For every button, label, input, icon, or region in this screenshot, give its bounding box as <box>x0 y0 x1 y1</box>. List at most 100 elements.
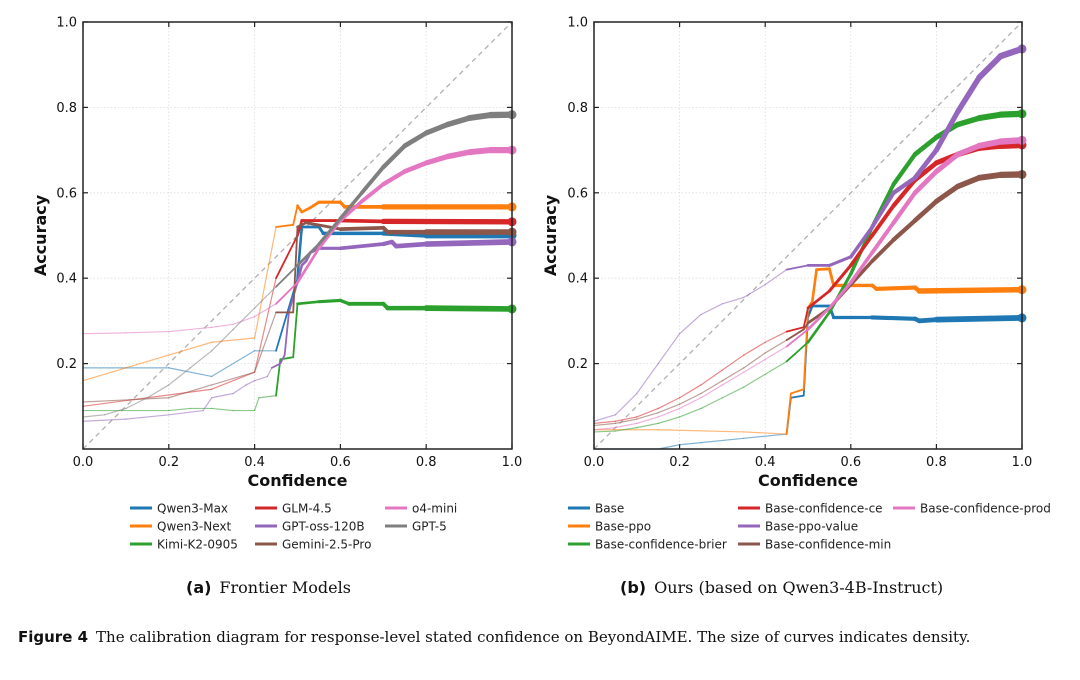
series-segment <box>402 130 429 149</box>
series-segment <box>933 183 961 204</box>
series-segment <box>125 397 148 410</box>
series-segment <box>296 219 304 237</box>
series-segment <box>82 354 170 382</box>
legend-label: GPT-oss-120B <box>282 520 365 534</box>
series-segment <box>266 367 273 378</box>
legend-label: Base-confidence-min <box>765 538 891 552</box>
series-segment <box>211 371 256 386</box>
series-segment <box>593 422 617 427</box>
series-segment <box>168 409 204 416</box>
series-segment <box>806 304 814 318</box>
series-segment <box>593 414 617 422</box>
subplot-title-a: Frontier Models <box>219 578 351 597</box>
series-segment <box>202 397 213 412</box>
series-segment <box>82 414 106 418</box>
series-segment <box>338 191 364 221</box>
series-segment <box>802 307 809 329</box>
y-tick-label: 0.6 <box>567 186 588 201</box>
x-tick-label: 0.6 <box>840 455 861 470</box>
series-segment <box>125 330 170 334</box>
series-segment <box>636 407 659 418</box>
y-axis-label: Accuracy <box>31 194 50 276</box>
series-segment <box>82 332 127 335</box>
y-tick-label: 0.4 <box>567 272 588 287</box>
series-segment <box>891 152 918 187</box>
series-segment <box>743 431 788 435</box>
series-segment <box>211 371 256 390</box>
series-kimi-k2-0905 <box>82 298 517 412</box>
series-segment <box>700 380 724 395</box>
x-tick-label: 0.0 <box>584 455 605 470</box>
series-segment <box>657 397 681 410</box>
series-segment <box>168 384 213 399</box>
series-segment <box>976 171 1004 181</box>
series-segment <box>976 138 1004 149</box>
series-segment <box>743 284 766 299</box>
series-segment <box>292 204 299 226</box>
series-segment <box>912 134 939 157</box>
series-segment <box>275 223 295 228</box>
series-segment <box>254 277 277 373</box>
series-segment <box>614 418 638 424</box>
series-segment <box>125 414 170 420</box>
series-segment <box>317 298 342 304</box>
series-segment <box>275 264 299 288</box>
series-segment <box>700 437 745 444</box>
series-segment <box>279 354 286 365</box>
x-tick-label: 0.8 <box>926 455 947 470</box>
series-segment <box>393 241 429 249</box>
series-segment <box>933 151 961 174</box>
series-segment <box>721 367 745 382</box>
series-segment <box>700 303 724 316</box>
series-segment <box>211 337 256 343</box>
legend-label: GLM-4.5 <box>282 502 332 516</box>
series-segment <box>296 246 321 284</box>
series-segment <box>678 392 702 405</box>
y-tick-label: 0.2 <box>567 357 588 372</box>
series-segment <box>292 226 299 314</box>
series-segment <box>292 302 299 359</box>
series-segment <box>359 182 386 204</box>
series-segment <box>423 305 515 312</box>
series-segment <box>976 111 1004 122</box>
series-segment <box>874 285 918 291</box>
series-segment <box>764 330 788 343</box>
axes-frame <box>593 21 1023 450</box>
series-segment <box>614 392 638 416</box>
series-segment <box>743 341 766 356</box>
legend-label: o4-mini <box>412 502 457 516</box>
series-segment <box>381 143 407 170</box>
series-segment <box>700 397 724 410</box>
series-segment <box>423 121 451 136</box>
series-segment <box>211 323 234 328</box>
legend-item: Base-ppo <box>568 520 651 534</box>
series-segment <box>636 422 659 429</box>
series-segment <box>657 407 681 418</box>
series-segment <box>296 242 321 267</box>
series-segment <box>789 394 805 399</box>
subplot-label-b: (b) Ours (based on Qwen3-4B-Instruct) <box>620 578 943 597</box>
legend-label: Base-confidence-prod <box>920 502 1051 516</box>
series-segment <box>678 407 702 418</box>
series-segment <box>849 259 874 287</box>
series-segment <box>764 345 788 360</box>
figure-caption: Figure 4 The calibration diagram for resp… <box>18 626 1068 648</box>
series-segment <box>614 427 638 432</box>
series-segment <box>912 160 939 183</box>
x-tick-label: 0.2 <box>669 455 690 470</box>
series-segment <box>444 115 472 128</box>
series-base-confidence-min <box>593 169 1027 427</box>
legend-label: Base-confidence-ce <box>765 502 883 516</box>
series-segment <box>810 268 818 303</box>
series-segment <box>359 165 386 195</box>
series-segment <box>593 430 617 433</box>
series-segment <box>743 433 788 439</box>
series-segment <box>955 143 982 158</box>
legend-item: Base-confidence-prod <box>893 502 1051 516</box>
series-segment <box>614 422 638 429</box>
series-segment <box>245 380 256 386</box>
series-segment <box>82 418 127 422</box>
x-tick-label: 0.8 <box>416 455 437 470</box>
legend-label: Qwen3-Max <box>157 502 228 516</box>
x-tick-label: 0.6 <box>330 455 351 470</box>
